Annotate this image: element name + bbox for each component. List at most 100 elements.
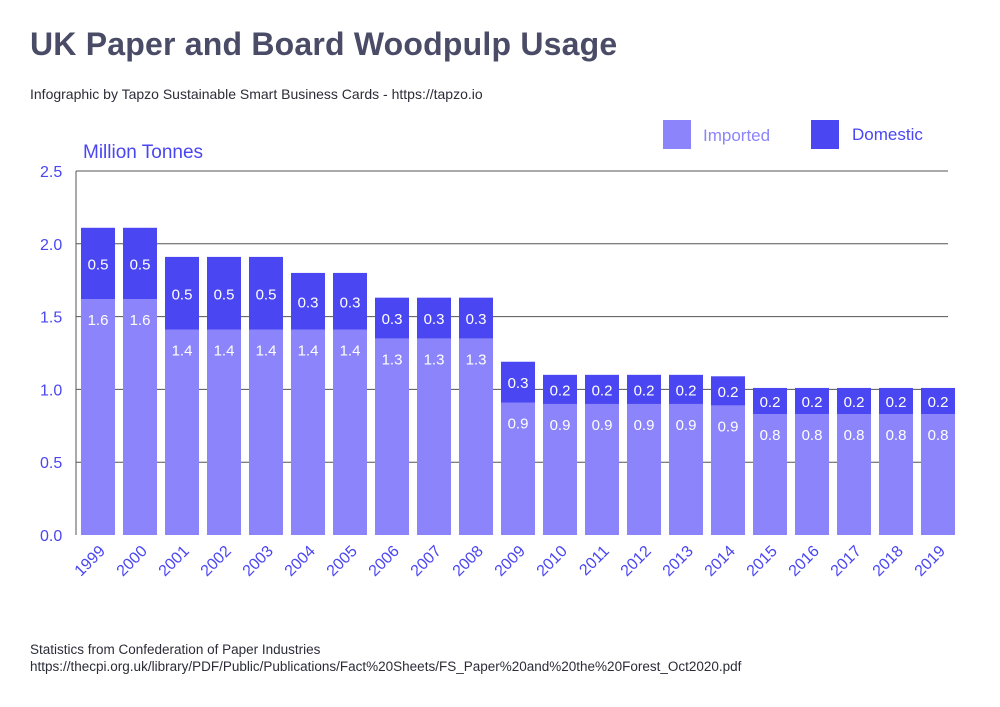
x-tick-label: 2013 <box>660 543 697 580</box>
x-tick-label: 2007 <box>408 543 445 580</box>
x-tick-label: 2018 <box>870 543 907 580</box>
data-label-imported: 0.9 <box>676 417 697 434</box>
source-link[interactable]: https://thecpi.org.uk/library/PDF/Public… <box>30 659 742 674</box>
x-tick-label: 2009 <box>492 543 529 580</box>
bar-imported <box>837 414 871 535</box>
data-label-domestic: 0.2 <box>928 394 949 411</box>
data-label-imported: 1.4 <box>298 343 319 360</box>
bar-domestic <box>81 227 115 300</box>
bar-imported <box>879 414 913 535</box>
y-tick-label: 0.5 <box>40 455 62 472</box>
bar-domestic <box>879 387 913 415</box>
bar-domestic <box>333 272 367 330</box>
bar-imported <box>249 329 283 535</box>
data-label-domestic: 0.2 <box>592 382 613 399</box>
bar-imported <box>459 338 493 535</box>
data-label-domestic: 0.2 <box>802 394 823 411</box>
bar-domestic <box>543 374 577 404</box>
data-label-imported: 0.8 <box>886 427 907 444</box>
x-tick-label: 2006 <box>366 543 403 580</box>
x-tick-label: 2000 <box>114 543 151 580</box>
x-tick-label: 2015 <box>744 543 781 580</box>
x-tick-label: 2003 <box>240 543 277 580</box>
bar-imported <box>375 338 409 535</box>
legend-label-domestic: Domestic <box>852 125 923 144</box>
data-label-domestic: 0.2 <box>718 384 739 401</box>
bar-domestic <box>417 297 451 339</box>
bar-imported <box>585 403 619 535</box>
y-tick-label: 1.5 <box>40 310 62 327</box>
x-tick-label: 2012 <box>618 543 655 580</box>
data-label-domestic: 0.5 <box>256 286 277 303</box>
data-label-imported: 1.6 <box>88 312 109 329</box>
data-label-imported: 0.8 <box>844 427 865 444</box>
bar-imported <box>669 403 703 535</box>
bar-domestic <box>123 227 157 300</box>
bar-imported <box>711 405 745 535</box>
bar-domestic <box>165 256 199 330</box>
data-label-imported: 0.9 <box>508 416 529 433</box>
x-tick-label: 2008 <box>450 543 487 580</box>
data-label-domestic: 0.3 <box>382 311 403 328</box>
data-label-imported: 1.3 <box>466 351 487 368</box>
x-tick-label: 2019 <box>912 543 949 580</box>
data-label-domestic: 0.3 <box>508 375 529 392</box>
data-label-imported: 1.3 <box>382 351 403 368</box>
data-label-domestic: 0.3 <box>466 311 487 328</box>
bar-domestic <box>711 376 745 406</box>
bar-domestic <box>375 297 409 339</box>
y-tick-label: 0.0 <box>40 528 62 545</box>
legend-swatch-imported <box>663 120 691 149</box>
bar-imported <box>123 299 157 535</box>
x-tick-label: 2017 <box>828 543 865 580</box>
data-label-domestic: 0.5 <box>172 286 193 303</box>
data-label-domestic: 0.5 <box>214 286 235 303</box>
bar-imported <box>921 414 955 535</box>
bar-imported <box>333 329 367 535</box>
bar-domestic <box>921 387 955 415</box>
bar-imported <box>501 402 535 535</box>
source-note: Statistics from Confederation of Paper I… <box>30 641 741 675</box>
x-tick-label: 1999 <box>72 543 109 580</box>
page-title: UK Paper and Board Woodpulp Usage <box>30 26 618 62</box>
data-label-domestic: 0.5 <box>88 256 109 273</box>
data-label-imported: 0.8 <box>760 427 781 444</box>
bar-imported <box>417 338 451 535</box>
bar-imported <box>627 403 661 535</box>
y-tick-label: 1.0 <box>40 382 62 399</box>
bar-imported <box>207 329 241 535</box>
data-label-imported: 1.4 <box>340 343 361 360</box>
x-tick-label: 2002 <box>198 543 235 580</box>
data-label-domestic: 0.3 <box>298 294 319 311</box>
bar-domestic <box>207 256 241 330</box>
data-label-domestic: 0.2 <box>844 394 865 411</box>
source-line-1: Statistics from Confederation of Paper I… <box>30 642 321 657</box>
data-label-imported: 1.3 <box>424 351 445 368</box>
data-label-domestic: 0.5 <box>130 256 151 273</box>
bar-domestic <box>291 272 325 330</box>
bar-domestic <box>501 361 535 403</box>
x-tick-label: 2016 <box>786 543 823 580</box>
page-subtitle: Infographic by Tapzo Sustainable Smart B… <box>30 86 483 102</box>
legend-swatch-domestic <box>811 120 839 149</box>
x-tick-label: 2004 <box>282 543 319 580</box>
bar-domestic <box>627 374 661 404</box>
data-label-imported: 0.9 <box>718 418 739 435</box>
bar-imported <box>291 329 325 535</box>
bar-domestic <box>249 256 283 330</box>
y-tick-label: 2.0 <box>40 237 62 254</box>
data-label-imported: 0.9 <box>592 417 613 434</box>
y-tick-label: 2.5 <box>40 164 62 181</box>
data-label-imported: 1.4 <box>172 343 193 360</box>
bar-domestic <box>795 387 829 415</box>
legend-label-imported: Imported <box>703 126 770 145</box>
bar-imported <box>165 329 199 535</box>
bar-domestic <box>459 297 493 339</box>
data-label-domestic: 0.3 <box>424 311 445 328</box>
bar-domestic <box>585 374 619 404</box>
bar-domestic <box>753 387 787 415</box>
data-label-domestic: 0.2 <box>634 382 655 399</box>
x-tick-label: 2005 <box>324 543 361 580</box>
data-label-domestic: 0.3 <box>340 294 361 311</box>
